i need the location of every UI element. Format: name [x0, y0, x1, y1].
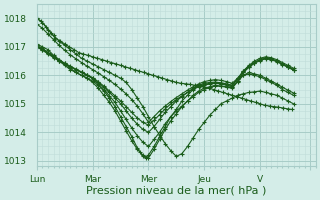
X-axis label: Pression niveau de la mer( hPa ): Pression niveau de la mer( hPa )	[86, 186, 267, 196]
